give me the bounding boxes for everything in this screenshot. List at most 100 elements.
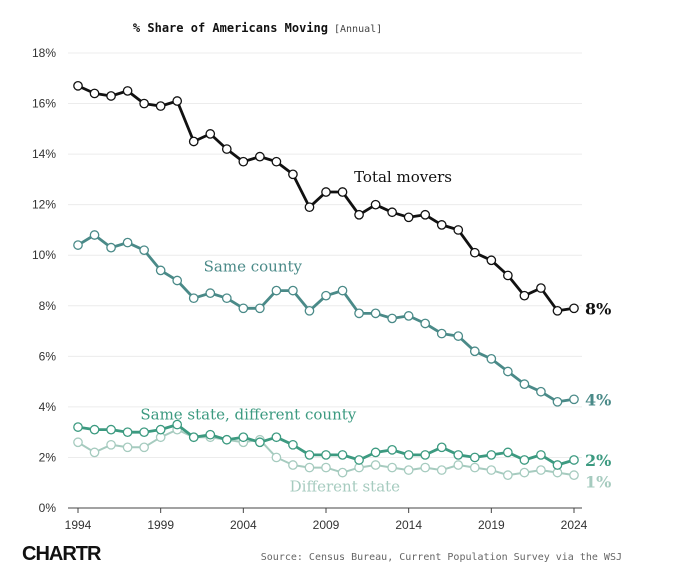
series-same-state-different-county xyxy=(73,419,579,470)
y-tick-label: 0% xyxy=(39,501,57,515)
x-tick-label: 1994 xyxy=(65,518,92,532)
series-label-total-movers: Total movers xyxy=(354,168,452,186)
data-point xyxy=(321,187,331,197)
data-point xyxy=(304,450,315,460)
data-point xyxy=(106,242,116,253)
data-point xyxy=(536,283,546,293)
x-tick-label: 2014 xyxy=(395,518,422,532)
data-point xyxy=(354,455,364,465)
data-point xyxy=(469,247,480,258)
data-point xyxy=(453,460,464,470)
series-same-county xyxy=(73,230,579,407)
data-point xyxy=(288,169,298,180)
y-tick-label: 16% xyxy=(32,97,56,111)
data-point xyxy=(122,237,133,248)
data-point xyxy=(73,240,83,250)
data-point xyxy=(503,270,513,281)
end-value-label-total-movers: 8% xyxy=(585,299,611,318)
data-point xyxy=(436,465,447,475)
y-tick-label: 4% xyxy=(39,400,57,414)
data-point xyxy=(354,308,364,319)
data-point xyxy=(221,434,232,445)
series-total-movers xyxy=(73,81,579,316)
data-point xyxy=(89,230,100,240)
data-point xyxy=(486,465,497,475)
data-point xyxy=(337,450,348,460)
data-point xyxy=(238,303,249,314)
y-tick-label: 6% xyxy=(39,349,57,363)
data-point xyxy=(387,313,397,324)
data-point xyxy=(271,432,282,443)
series-different-state xyxy=(73,424,579,480)
data-point xyxy=(453,225,464,235)
data-point xyxy=(403,212,414,223)
data-point xyxy=(73,422,83,432)
data-point xyxy=(436,442,447,453)
data-point xyxy=(271,285,282,296)
data-point xyxy=(420,462,431,473)
data-point xyxy=(271,156,282,167)
data-point xyxy=(420,450,431,460)
data-point xyxy=(155,424,166,435)
data-point xyxy=(188,432,199,443)
data-point xyxy=(139,427,149,438)
data-point xyxy=(122,86,133,96)
data-point xyxy=(552,396,563,407)
data-point xyxy=(519,455,530,465)
data-point xyxy=(420,209,431,220)
chartr-logo: CHARTR xyxy=(22,543,102,565)
data-point xyxy=(172,275,183,286)
data-point xyxy=(519,290,530,301)
x-tick-label: 2009 xyxy=(313,518,340,532)
data-point xyxy=(370,447,381,458)
end-value-label-different-state: 1% xyxy=(585,472,611,491)
chart-title: % Share of Americans Moving xyxy=(133,21,328,35)
data-point xyxy=(536,465,546,475)
data-point xyxy=(304,462,315,473)
data-point xyxy=(172,419,183,430)
data-point xyxy=(403,311,414,321)
data-point xyxy=(255,303,265,314)
data-point xyxy=(436,220,447,230)
series-label-same-county: Same county xyxy=(204,258,303,276)
data-point xyxy=(106,439,116,450)
data-point xyxy=(304,305,315,316)
data-point xyxy=(321,290,331,301)
source-note: Source: Census Bureau, Current Populatio… xyxy=(261,552,622,563)
data-point xyxy=(486,450,497,460)
data-point xyxy=(453,450,464,460)
data-point xyxy=(106,424,116,435)
data-point xyxy=(89,88,100,99)
data-point xyxy=(205,288,216,298)
data-point xyxy=(337,187,348,197)
data-point xyxy=(89,447,100,458)
data-point xyxy=(519,379,530,389)
data-point xyxy=(453,331,464,341)
data-point xyxy=(188,293,199,304)
x-tick-label: 2019 xyxy=(478,518,505,532)
data-point xyxy=(486,354,497,364)
end-value-label-same-county: 4% xyxy=(585,390,611,409)
data-point xyxy=(552,460,563,470)
data-point xyxy=(122,442,133,453)
gridlines xyxy=(68,52,582,509)
data-point xyxy=(436,328,447,339)
data-point xyxy=(155,101,166,111)
data-point xyxy=(221,293,232,304)
series-label-different-state: Different state xyxy=(290,478,401,496)
data-point xyxy=(288,460,298,470)
data-point xyxy=(139,245,149,256)
data-point xyxy=(536,450,546,460)
y-tick-label: 8% xyxy=(39,299,57,313)
data-point xyxy=(519,467,530,478)
end-value-label-same-state-different-county: 2% xyxy=(585,451,611,470)
data-point xyxy=(155,265,166,276)
data-point xyxy=(238,432,249,443)
data-point xyxy=(106,91,116,101)
series-group xyxy=(73,81,579,480)
data-point xyxy=(188,136,199,147)
data-point xyxy=(387,462,397,473)
y-tick-label: 14% xyxy=(32,147,56,161)
data-point xyxy=(354,209,364,220)
